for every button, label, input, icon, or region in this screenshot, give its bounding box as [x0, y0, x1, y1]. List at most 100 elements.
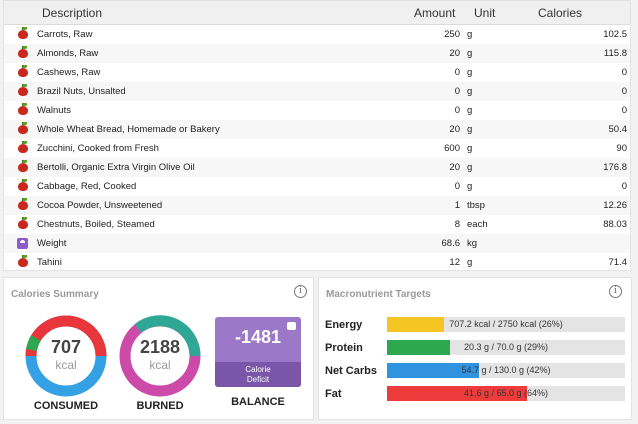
row-description: Bertolli, Organic Extra Virgin Olive Oil [37, 162, 195, 173]
row-calories: 90 [616, 143, 627, 154]
macro-progress-fill [387, 340, 451, 355]
row-description: Zucchini, Cooked from Fresh [37, 143, 159, 154]
row-description: Almonds, Raw [37, 48, 99, 59]
apple-icon [17, 122, 29, 135]
row-description: Weight [37, 238, 67, 249]
table-body: Carrots, Raw 250 g 102.5 Almonds, Raw 20 g 115.… [4, 25, 630, 270]
apple-icon [17, 141, 29, 154]
row-description: Walnuts [37, 105, 71, 116]
header-description[interactable]: Description [42, 6, 103, 20]
table-row[interactable]: Tahini 12 g 71.4 [4, 253, 630, 270]
burned-ring-chart [119, 315, 201, 397]
burned-label: BURNED [136, 400, 184, 412]
apple-icon [17, 217, 29, 230]
row-calories: 88.03 [603, 219, 627, 230]
macro-progress-bar: 707.2 kcal / 2750 kcal (26%) [387, 317, 625, 332]
macro-progress-text: 707.2 kcal / 2750 kcal (26%) [449, 319, 563, 329]
consumed-ring-chart [25, 315, 107, 397]
table-row[interactable]: Bertolli, Organic Extra Virgin Olive Oil… [4, 158, 630, 177]
macronutrient-targets-title: Macronutrient Targets [326, 289, 431, 300]
burned-value: 2188 [139, 337, 181, 357]
row-description: Cabbage, Red, Cooked [37, 181, 137, 192]
row-description: Whole Wheat Bread, Homemade or Bakery [37, 124, 220, 135]
row-amount: 12 [449, 257, 460, 268]
macro-progress-text: 41.6 g / 65.0 g (64%) [463, 388, 549, 398]
table-row[interactable]: Whole Wheat Bread, Homemade or Bakery 20 g… [4, 120, 630, 139]
macro-name: Energy [325, 319, 363, 331]
row-unit: g [467, 48, 473, 59]
row-unit: g [467, 67, 473, 78]
apple-icon [17, 27, 29, 40]
table-row[interactable]: Cabbage, Red, Cooked 0 g 0 [4, 177, 630, 196]
table-row[interactable]: Zucchini, Cooked from Fresh 600 g 90 [4, 139, 630, 158]
table-row[interactable]: Cocoa Powder, Unsweetened 1 tbsp 12.26 [4, 196, 630, 215]
macro-progress-text: 20.3 g / 70.0 g (29%) [463, 342, 549, 352]
row-unit: g [467, 162, 473, 173]
macro-row-energy: Energy 707.2 kcal / 2750 kcal (26%) [325, 317, 625, 333]
row-unit: kg [467, 238, 478, 249]
balance-box: -1481 Calorie Deficit [215, 317, 301, 387]
apple-icon [17, 160, 29, 173]
apple-icon [17, 255, 29, 268]
consumed-ring: 707 kcal [24, 314, 108, 398]
apple-icon [17, 84, 29, 97]
balance-caption-text: Calorie Deficit [245, 365, 271, 384]
balance-label: BALANCE [231, 396, 285, 408]
row-amount: 250 [444, 29, 460, 40]
table-row[interactable]: Cashews, Raw 0 g 0 [4, 63, 630, 82]
info-icon[interactable]: i [609, 285, 622, 298]
row-calories: 0 [621, 86, 627, 97]
macro-row-protein: Protein 20.3 g / 70.0 g (29%) [325, 340, 625, 356]
food-diary-table: Description Amount Unit Calories Carrots… [3, 0, 631, 271]
macro-row-net-carbs: Net Carbs 54.7 g / 130.0 g (42%) [325, 363, 625, 379]
consumed-value: 707 [50, 337, 82, 357]
row-amount: 68.6 [441, 238, 461, 249]
table-row[interactable]: Weight 68.6 kg [4, 234, 630, 253]
calories-summary-card: Calories Summary i 707 kcal CONSUMED 218… [3, 277, 314, 420]
row-calories: 0 [621, 67, 627, 78]
row-unit: each [467, 219, 488, 230]
calories-summary-title: Calories Summary [11, 289, 99, 300]
row-unit: g [467, 257, 473, 268]
row-unit: tbsp [467, 200, 485, 211]
table-header: Description Amount Unit Calories [4, 1, 630, 25]
row-unit: g [467, 29, 473, 40]
row-description: Tahini [37, 257, 62, 268]
macro-progress-text: 54.7 g / 130.0 g (42%) [461, 365, 551, 375]
macro-progress-fill [387, 363, 479, 378]
table-row[interactable]: Almonds, Raw 20 g 115.8 [4, 44, 630, 63]
row-amount: 0 [454, 67, 460, 78]
info-icon[interactable]: i [294, 285, 307, 298]
row-amount: 20 [449, 48, 460, 59]
row-description: Cashews, Raw [37, 67, 101, 78]
row-amount: 20 [449, 162, 460, 173]
row-unit: g [467, 143, 473, 154]
macro-progress-fill [387, 317, 444, 332]
row-unit: g [467, 105, 473, 116]
table-row[interactable]: Chestnuts, Boiled, Steamed 8 each 88.03 [4, 215, 630, 234]
balance-value: -1481 [234, 327, 282, 347]
apple-icon [17, 103, 29, 116]
header-amount[interactable]: Amount [414, 6, 456, 20]
row-description: Chestnuts, Boiled, Steamed [37, 219, 155, 230]
burned-ring: 2188 kcal [118, 314, 202, 398]
macro-progress-fill [387, 386, 528, 401]
table-row[interactable]: Brazil Nuts, Unsalted 0 g 0 [4, 82, 630, 101]
balance-caption: Calorie Deficit [215, 362, 301, 387]
apple-icon [17, 46, 29, 59]
row-amount: 0 [454, 105, 460, 116]
macro-name: Protein [325, 342, 363, 354]
row-description: Carrots, Raw [37, 29, 93, 40]
macro-row-fat: Fat 41.6 g / 65.0 g (64%) [325, 386, 625, 402]
macro-progress-bar: 20.3 g / 70.0 g (29%) [387, 340, 625, 355]
row-amount: 0 [454, 86, 460, 97]
header-unit[interactable]: Unit [474, 6, 496, 20]
row-amount: 8 [454, 219, 460, 230]
table-row[interactable]: Walnuts 0 g 0 [4, 101, 630, 120]
row-calories: 102.5 [603, 29, 627, 40]
header-calories[interactable]: Calories [538, 6, 583, 20]
table-row[interactable]: Carrots, Raw 250 g 102.5 [4, 25, 630, 44]
row-calories: 176.8 [603, 162, 627, 173]
row-description: Cocoa Powder, Unsweetened [37, 200, 163, 211]
apple-icon [17, 179, 29, 192]
